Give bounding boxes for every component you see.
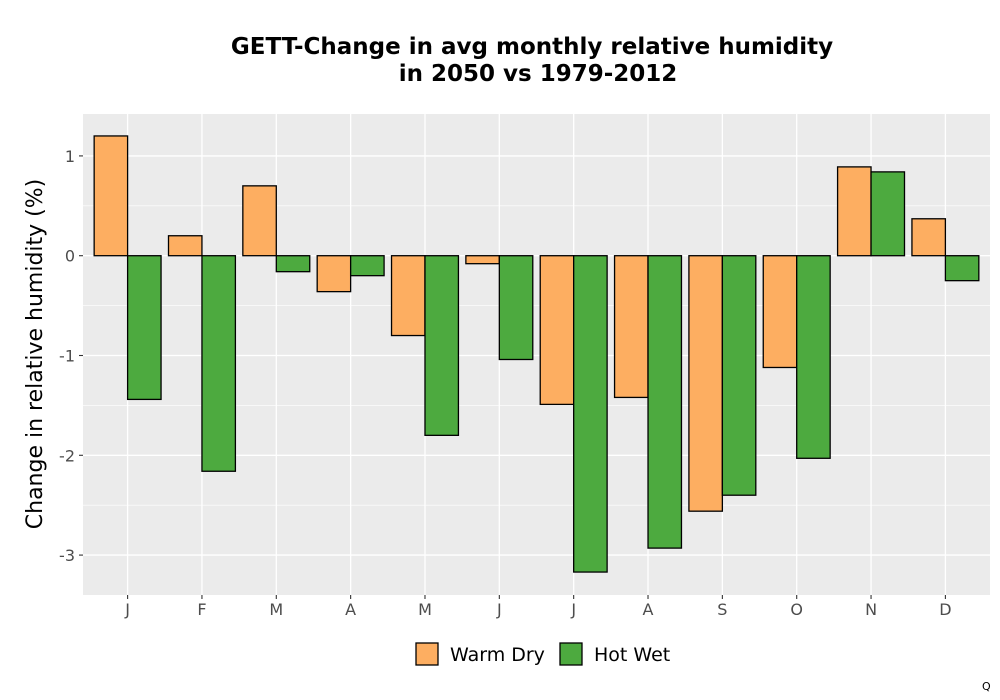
y-axis-title: Change in relative humidity (%) [23,179,48,529]
corner-mark: Q [982,680,991,693]
legend-item-hot-wet: Hot Wet [559,642,670,666]
chart-title: GETT-Change in avg monthly relative humi… [231,34,833,87]
legend-label: Warm Dry [450,644,545,666]
bar-hot-wet [275,255,311,273]
bar-warm-dry [93,135,129,257]
bar-hot-wet [870,171,906,257]
y-tick-label: -3 [59,546,75,565]
y-tick-label: 1 [65,147,75,166]
bar-warm-dry [836,166,872,257]
bars [93,135,980,573]
x-tick-label: A [643,600,654,619]
x-tick-label: F [197,600,206,619]
bar-hot-wet [126,255,162,401]
bar-hot-wet [573,255,608,573]
x-tick-label: M [418,600,432,619]
x-tick-label: S [717,600,727,619]
legend-swatch [559,642,583,666]
bar-hot-wet [647,255,683,549]
x-tick-label: J [570,600,576,619]
legend: Warm Dry Hot Wet [415,642,670,666]
y-axis: 1 0 -1 -2 -3 [59,147,83,565]
bar-warm-dry [465,255,500,265]
bar-hot-wet [424,255,460,436]
y-tick-label: -2 [59,446,75,465]
bar-hot-wet [349,255,385,277]
chart-title-line-1: GETT-Change in avg monthly relative humi… [231,34,833,60]
chart-title-line-2: in 2050 vs 1979-2012 [399,61,678,87]
legend-swatch [415,642,439,666]
bar-hot-wet [944,255,980,282]
bar-warm-dry [242,185,277,257]
x-tick-label: J [496,600,502,619]
x-tick-label: M [269,600,283,619]
legend-label: Hot Wet [594,644,670,666]
bar-warm-dry [613,255,649,399]
x-tick-label: A [345,600,356,619]
bar-warm-dry [539,255,575,406]
y-tick-label: -1 [59,346,75,365]
bar-warm-dry [911,218,947,257]
bar-warm-dry [316,255,352,293]
bar-hot-wet [201,255,237,472]
bar-hot-wet [796,255,831,459]
bar-hot-wet [721,255,757,496]
legend-item-warm-dry: Warm Dry [415,642,545,666]
x-tick-label: N [865,600,877,619]
bar-hot-wet [498,255,534,361]
bar-warm-dry [167,235,203,257]
bar-warm-dry [762,255,798,369]
bar-warm-dry [688,255,724,512]
y-tick-label: 0 [65,247,75,266]
x-tick-label: J [124,600,130,619]
x-tick-label: D [939,600,951,619]
x-tick-label: O [790,600,803,619]
bar-warm-dry [390,255,426,337]
